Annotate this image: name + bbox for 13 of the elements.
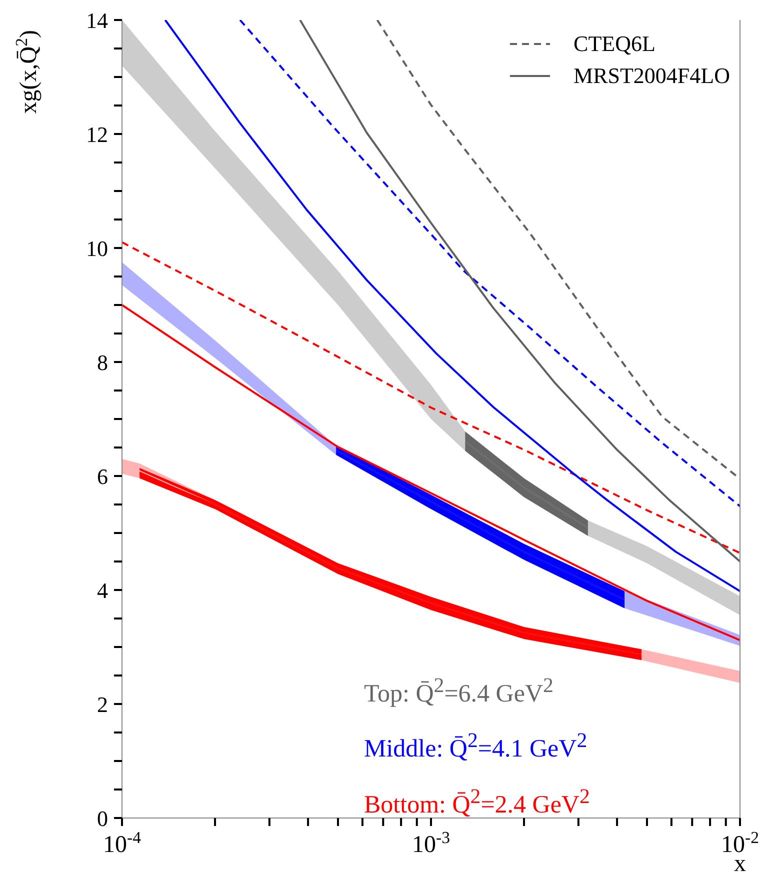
y-tick-label: 10 xyxy=(86,236,108,261)
y-tick-label: 14 xyxy=(86,8,108,33)
annotation: Bottom: Q̄$^{2}$=2.4 GeV$^{2}$ xyxy=(364,782,590,820)
y-tick-label: 2 xyxy=(97,692,108,717)
legend-label: MRST2004F4LO xyxy=(574,62,730,90)
y-tick-label: 6 xyxy=(97,464,108,489)
annotation: Middle: Q̄$^{2}$=4.1 GeV$^{2}$ xyxy=(364,727,588,765)
y-tick-label: 12 xyxy=(86,122,108,147)
annotation: Top: Q̄$^{2}$=6.4 GeV$^{2}$ xyxy=(364,672,554,710)
legend-label: CTEQ6L xyxy=(574,30,656,58)
y-tick-label: 4 xyxy=(97,578,108,603)
y-tick-label: 8 xyxy=(97,350,108,375)
x-tick-label: 10$^{-3}$ xyxy=(412,828,450,858)
